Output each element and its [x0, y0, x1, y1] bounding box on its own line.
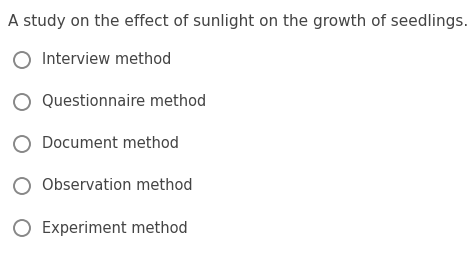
Circle shape — [14, 220, 30, 236]
Circle shape — [14, 136, 30, 152]
Text: A study on the effect of sunlight on the growth of seedlings.: A study on the effect of sunlight on the… — [8, 14, 468, 29]
Circle shape — [14, 52, 30, 68]
Text: Document method: Document method — [42, 136, 179, 152]
Text: Questionnaire method: Questionnaire method — [42, 95, 206, 110]
Circle shape — [14, 178, 30, 194]
Text: Experiment method: Experiment method — [42, 221, 188, 235]
Text: Interview method: Interview method — [42, 53, 172, 67]
Text: Observation method: Observation method — [42, 178, 192, 193]
Circle shape — [14, 94, 30, 110]
